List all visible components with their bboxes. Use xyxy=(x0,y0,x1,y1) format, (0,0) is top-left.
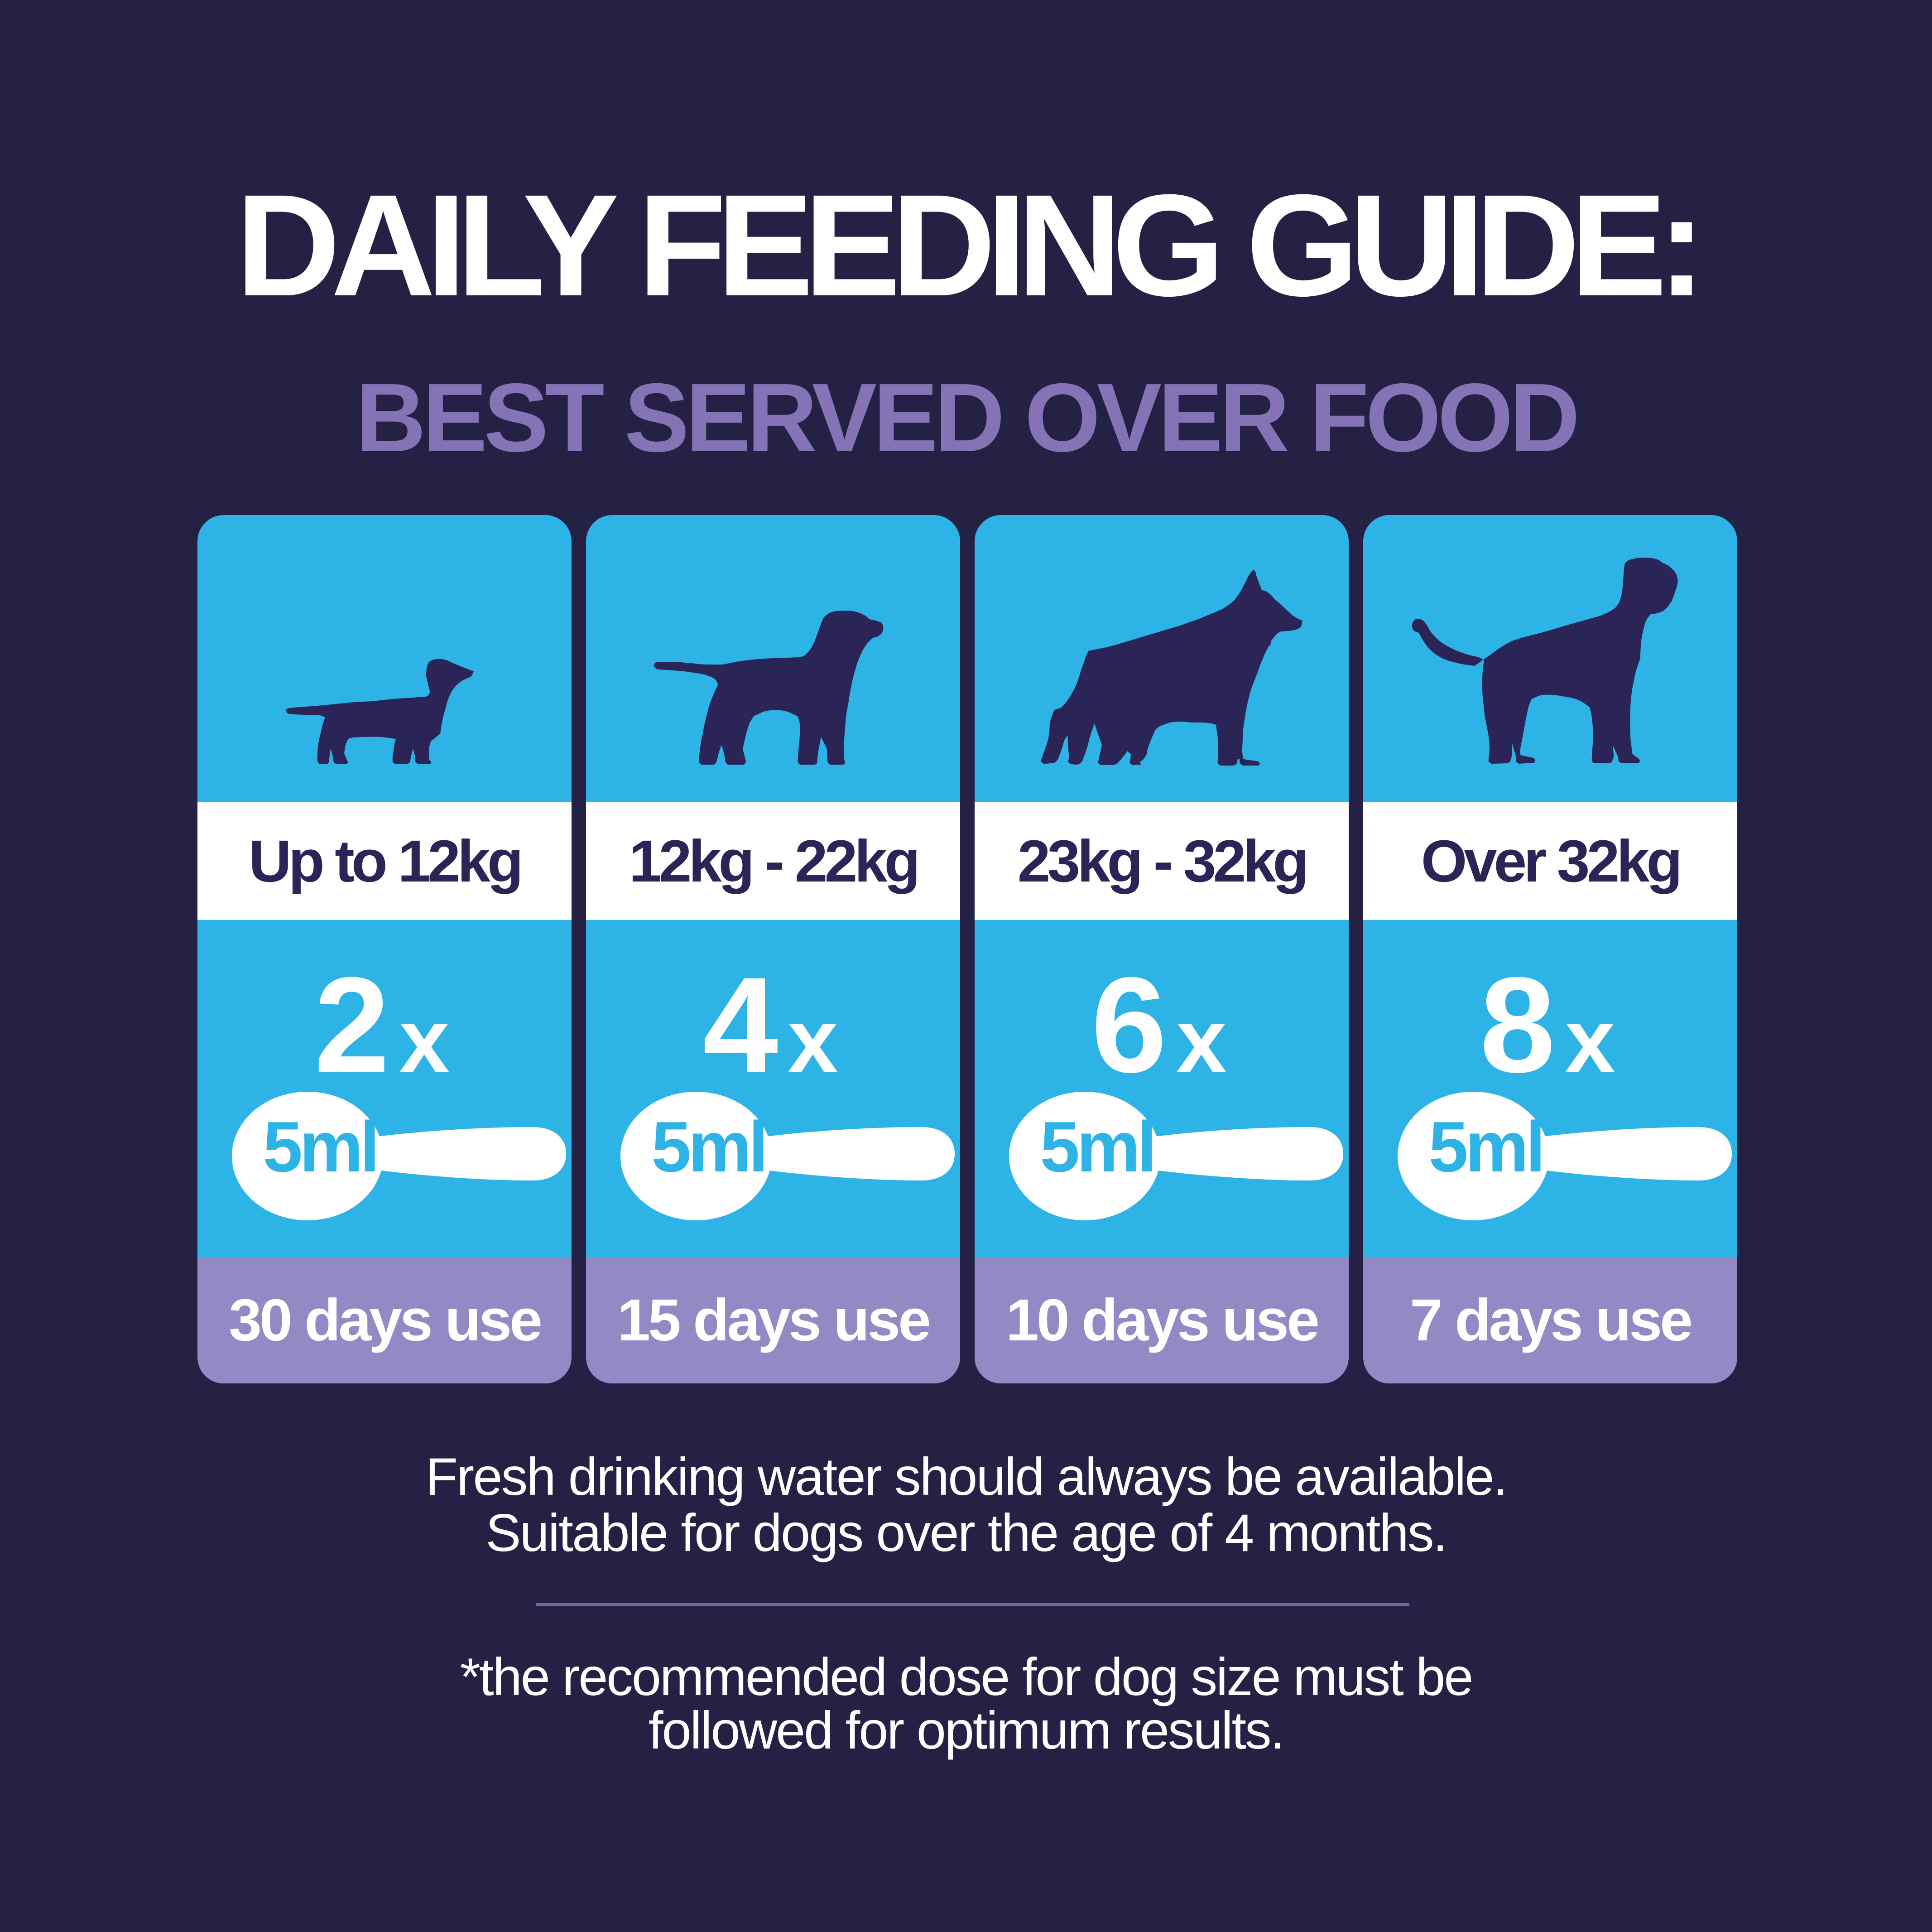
svg-text:5ml: 5ml xyxy=(1428,1107,1542,1187)
svg-text:5ml: 5ml xyxy=(263,1107,376,1187)
svg-text:5ml: 5ml xyxy=(651,1107,765,1187)
svg-text:5ml: 5ml xyxy=(1040,1107,1153,1187)
